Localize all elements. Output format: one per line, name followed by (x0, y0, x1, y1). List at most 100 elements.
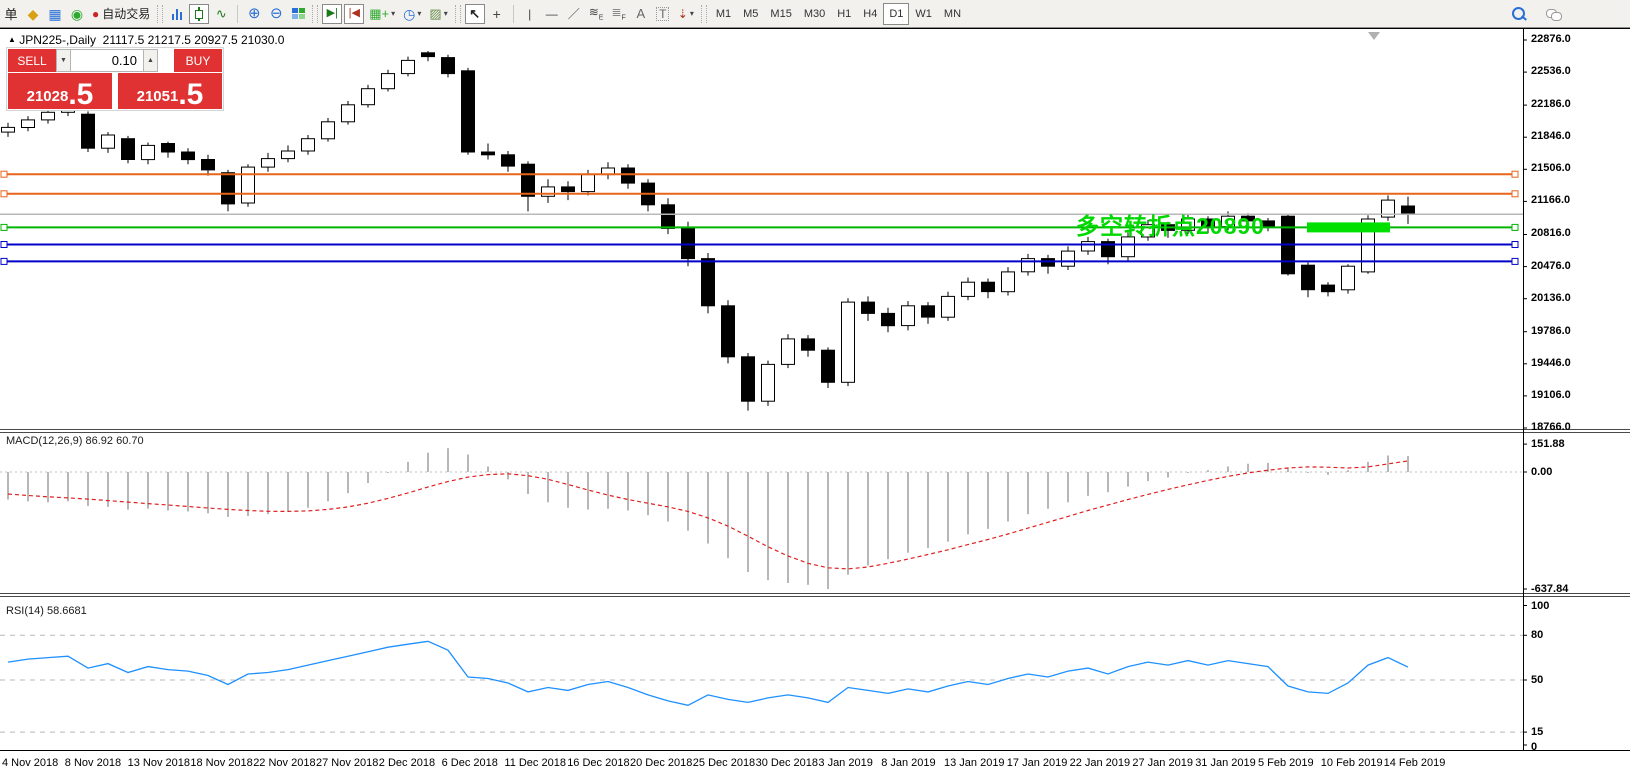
one-click-trading-panel: SELL ▼ ▲ BUY 21028.5 21051.5 (6, 47, 224, 111)
price-axis-border (1523, 29, 1524, 750)
sell-button[interactable]: SELL (8, 49, 56, 72)
arrows-button[interactable]: ⇣ ▾ (677, 6, 694, 21)
channel-icon: ≋E (588, 4, 604, 22)
chart-canvas[interactable] (0, 29, 1630, 774)
candlestick (1061, 246, 1075, 270)
zoom-in-icon: ⊕ (247, 5, 261, 22)
bar-chart-button[interactable] (167, 4, 187, 24)
rsi-tick-label: 100 (1531, 600, 1550, 612)
channel-button[interactable]: ≋E (586, 4, 607, 24)
candlestick (741, 353, 755, 411)
timeframe-M30[interactable]: M30 (803, 7, 826, 20)
candlestick (521, 161, 535, 212)
timeframe-MN[interactable]: MN (943, 7, 962, 20)
candlestick (381, 69, 395, 92)
vertical-line-button[interactable]: | (520, 4, 540, 24)
date-tick-label: 2 Dec 2018 (378, 757, 436, 769)
toolbar: 单 ◆ ▦ ◉ ● 自动交易 ∿ ⊕ ⊖ ▶| |◀ ▦+ ▾ ◷ ▾ ▨ ▾ ↖ +… (0, 0, 1630, 28)
vertical-line-icon: | (528, 6, 532, 21)
search-button[interactable] (1508, 4, 1528, 24)
text-label-button[interactable]: T (653, 4, 673, 24)
signals-icon[interactable]: ◉ (70, 5, 84, 22)
panel-separator-rsi[interactable] (0, 593, 1630, 597)
buy-button[interactable]: BUY (174, 49, 222, 72)
orders-label: 单 (4, 7, 18, 22)
trendline-button[interactable]: ／ (564, 4, 584, 24)
price-tick-label: 21506.0 (1531, 162, 1571, 174)
chat-button[interactable] (1543, 4, 1563, 24)
candlestick (81, 111, 95, 152)
candlestick (561, 181, 575, 201)
zoom-out-button[interactable]: ⊖ (266, 4, 286, 24)
volume-input[interactable] (71, 49, 143, 72)
sell-price[interactable]: 21028.5 (8, 73, 112, 109)
autotrading-button[interactable]: ● 自动交易 (89, 4, 153, 24)
timeframe-M5[interactable]: M5 (743, 7, 759, 20)
zoom-out-icon: ⊖ (269, 5, 283, 22)
candlestick (1301, 262, 1315, 298)
templates-button[interactable]: ▨ ▾ (429, 6, 448, 21)
candlestick (901, 301, 915, 331)
macd-tick-label: 0.00 (1531, 466, 1553, 478)
chart-shift-button[interactable]: |◀ (344, 3, 365, 24)
price-tick-label: 19106.0 (1531, 389, 1571, 401)
panel-separator-macd[interactable] (0, 429, 1630, 433)
zoom-in-button[interactable]: ⊕ (244, 4, 264, 24)
price-tick-label: 18766.0 (1531, 421, 1571, 433)
horizontal-line-button[interactable]: — (542, 4, 562, 24)
symbol-period-label: JPN225-,Daily (19, 33, 96, 47)
fibonacci-button[interactable]: ≣F (608, 4, 628, 24)
candlestick (1, 122, 15, 137)
candlestick (941, 291, 955, 321)
new-chart-button[interactable]: ▦+ ▾ (369, 6, 396, 21)
candlestick (1381, 195, 1395, 221)
chart-window-icon[interactable]: ▦ (48, 5, 62, 22)
timeframe-W1[interactable]: W1 (915, 7, 932, 20)
text-button[interactable]: A (631, 4, 651, 24)
buy-price[interactable]: 21051.5 (118, 73, 222, 109)
candlestick (141, 142, 155, 165)
date-tick-label: 5 Feb 2019 (1258, 757, 1314, 769)
periods-button[interactable]: ◷ ▾ (403, 5, 422, 22)
timeframe-M15[interactable]: M15 (770, 7, 792, 20)
date-tick-label: 8 Jan 2019 (881, 757, 936, 769)
timeframe-D1[interactable]: D1 (883, 2, 910, 25)
date-tick-label: 22 Nov 2018 (253, 757, 316, 769)
price-axis[interactable]: 22876.0 22536.0 22186.0 21846.0 21506.0 21166… (1524, 29, 1630, 753)
volume-increase-button[interactable]: ▲ (143, 49, 158, 72)
crosshair-button[interactable]: + (487, 4, 507, 24)
candlestick (541, 179, 555, 203)
candlestick (701, 253, 715, 314)
clock-icon: ◷ (403, 5, 416, 22)
candlestick-chart-button[interactable] (189, 3, 210, 24)
volume-decrease-button[interactable]: ▼ (56, 49, 71, 72)
date-axis[interactable]: 4 Nov 2018 8 Nov 2018 13 Nov 2018 18 Nov 20… (0, 751, 1630, 774)
date-tick-label: 27 Jan 2019 (1132, 757, 1193, 769)
tile-windows-button[interactable] (288, 4, 308, 24)
candlestick (21, 116, 35, 132)
price-tick-label: 21846.0 (1531, 130, 1571, 142)
candlestick (1341, 264, 1355, 294)
candlestick (601, 162, 615, 180)
chart-shift-marker[interactable] (1368, 32, 1380, 40)
new-order-icon[interactable]: ◆ (27, 5, 39, 22)
timeframe-H4[interactable]: H4 (863, 7, 878, 20)
autotrading-label: 自动交易 (102, 7, 151, 21)
auto-scroll-button[interactable]: ▶| (322, 3, 343, 24)
timeframe-H1[interactable]: H1 (837, 7, 852, 20)
candlestick (201, 154, 215, 176)
pivot-highlight-bar[interactable] (1307, 222, 1390, 233)
candlestick (921, 302, 935, 324)
line-chart-button[interactable]: ∿ (211, 4, 231, 24)
cursor-button[interactable]: ↖ (464, 3, 485, 24)
timeframe-M1[interactable]: M1 (715, 7, 732, 20)
candlestick-chart-icon (195, 6, 204, 21)
new-chart-icon: ▦+ (369, 6, 390, 21)
fibonacci-icon: ≣F (611, 4, 626, 22)
date-tick-label: 10 Feb 2019 (1320, 757, 1383, 769)
date-tick-label: 6 Dec 2018 (441, 757, 498, 769)
candlestick (1121, 232, 1135, 261)
autotrading-icon: ● (92, 6, 100, 21)
horizontal-line-icon: — (545, 6, 558, 21)
